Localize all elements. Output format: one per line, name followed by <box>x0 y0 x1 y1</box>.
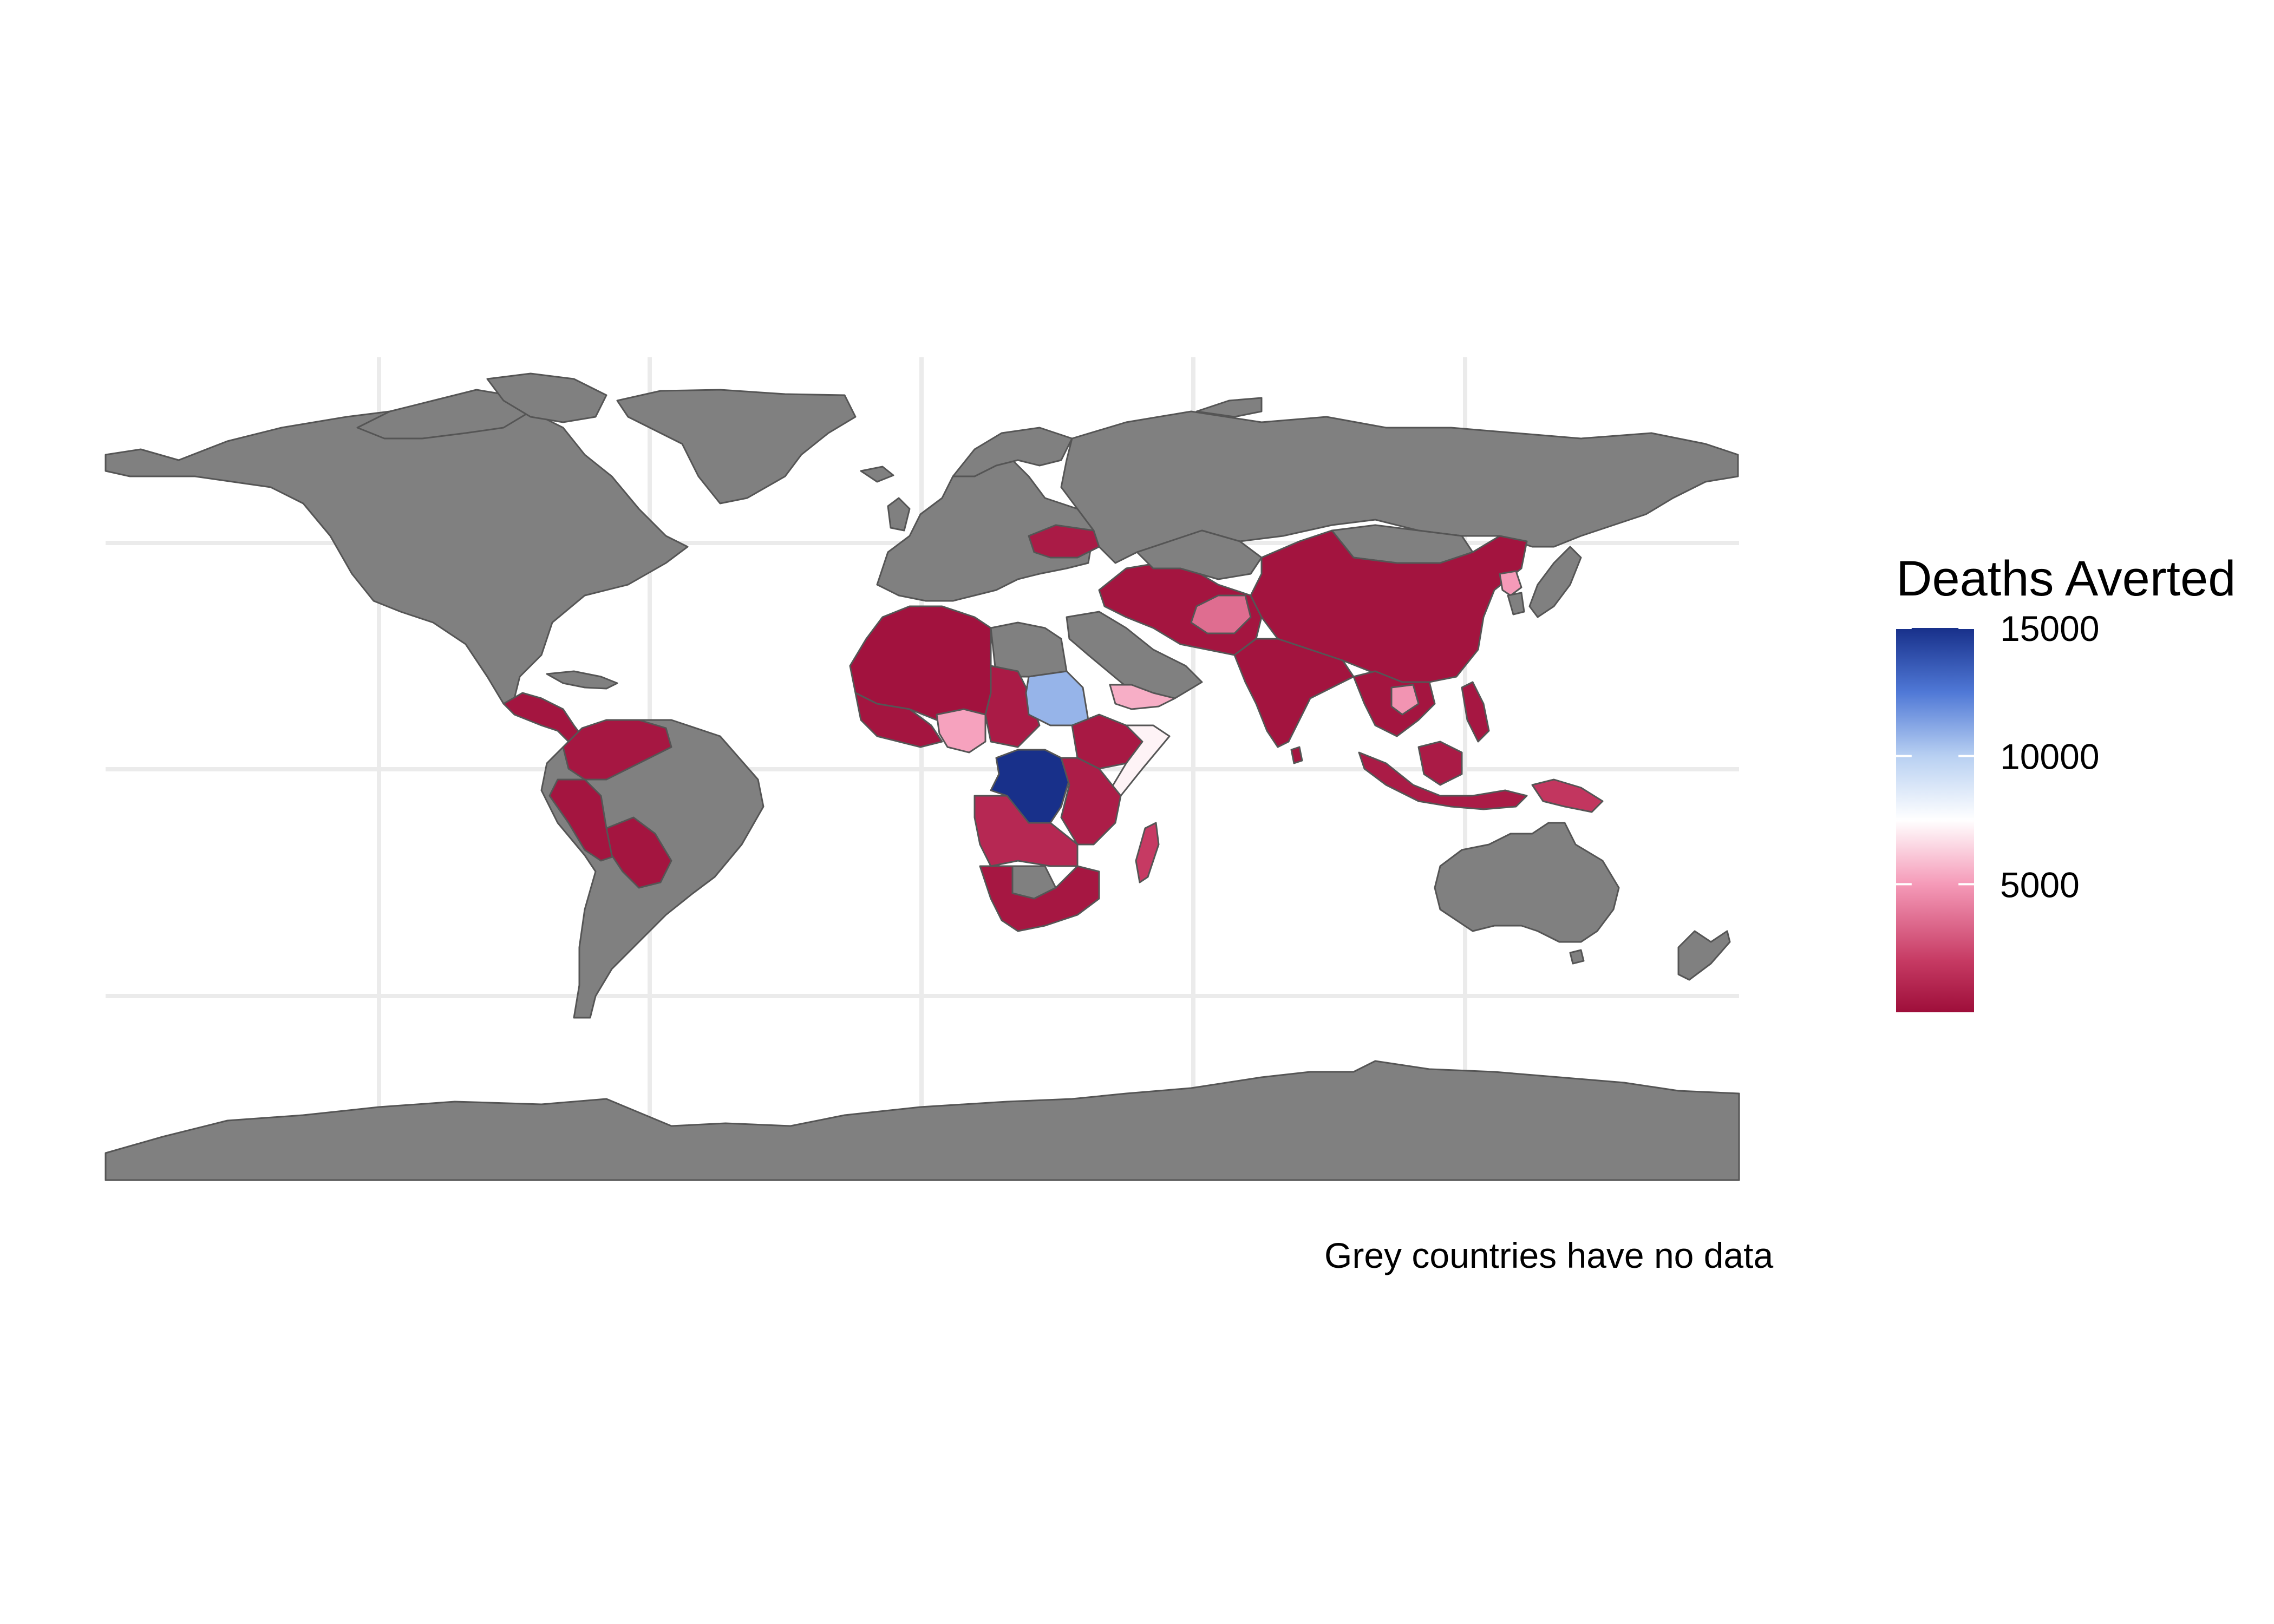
region-scandinavia[interactable] <box>952 427 1073 477</box>
region-afghanistan[interactable] <box>1190 594 1252 634</box>
map-panel <box>104 357 1740 1181</box>
region-baffin-island[interactable] <box>486 372 607 423</box>
legend: Deaths Averted 5000 10000 15000 <box>1896 551 2236 1012</box>
legend-tick-label: 10000 <box>2000 737 2100 777</box>
region-russia-arctic[interactable] <box>1195 397 1263 418</box>
region-north-america[interactable] <box>104 405 689 705</box>
region-west-africa[interactable] <box>854 692 943 748</box>
region-chad-car[interactable] <box>984 665 1041 748</box>
region-philippines[interactable] <box>1461 681 1490 743</box>
region-peru-ecuador[interactable] <box>548 778 618 862</box>
region-east-africa[interactable] <box>1060 757 1122 846</box>
region-indonesia[interactable] <box>1358 751 1528 810</box>
region-ukraine[interactable] <box>1028 524 1100 559</box>
region-nigeria[interactable] <box>936 708 986 754</box>
legend-title: Deaths Averted <box>1896 551 2236 606</box>
region-antarctica[interactable] <box>104 1060 1740 1181</box>
region-australia[interactable] <box>1434 822 1620 943</box>
region-iceland[interactable] <box>860 466 894 483</box>
region-kazakhstan[interactable] <box>1136 529 1263 580</box>
region-angola-zambia[interactable] <box>973 795 1079 867</box>
region-bolivia[interactable] <box>605 816 672 889</box>
region-india[interactable] <box>1233 638 1355 748</box>
region-russia[interactable] <box>1060 410 1739 564</box>
region-china[interactable] <box>1250 529 1528 683</box>
legend-colorbar <box>1896 628 1974 1012</box>
region-uk[interactable] <box>887 497 911 532</box>
legend-tick-label: 15000 <box>2000 608 2100 649</box>
region-japan[interactable] <box>1528 546 1582 618</box>
region-tasmania[interactable] <box>1569 949 1585 965</box>
region-papua-new-guinea[interactable] <box>1531 778 1604 813</box>
region-borneo[interactable] <box>1417 741 1463 786</box>
region-north-korea[interactable] <box>1499 570 1522 597</box>
region-south-korea[interactable] <box>1507 592 1525 615</box>
map-caption: Grey countries have no data <box>1324 1235 1773 1275</box>
region-colombia-venezuela[interactable] <box>562 719 672 781</box>
region-madagascar[interactable] <box>1135 822 1160 883</box>
region-yemen[interactable] <box>1109 684 1176 710</box>
region-southern-africa[interactable] <box>979 865 1100 932</box>
region-central-america[interactable] <box>502 692 583 743</box>
region-arabia[interactable] <box>1066 611 1203 705</box>
region-cambodia[interactable] <box>1390 684 1420 716</box>
legend-tick-label: 5000 <box>2000 865 2080 905</box>
region-greenland[interactable] <box>616 389 857 505</box>
region-new-zealand[interactable] <box>1677 930 1731 981</box>
country-regions <box>104 372 1740 1181</box>
region-sri-lanka[interactable] <box>1290 746 1303 764</box>
region-sudan[interactable] <box>1025 670 1089 726</box>
region-caribbean[interactable] <box>546 670 618 690</box>
legend-ticks: 5000 10000 15000 <box>1896 608 2100 905</box>
